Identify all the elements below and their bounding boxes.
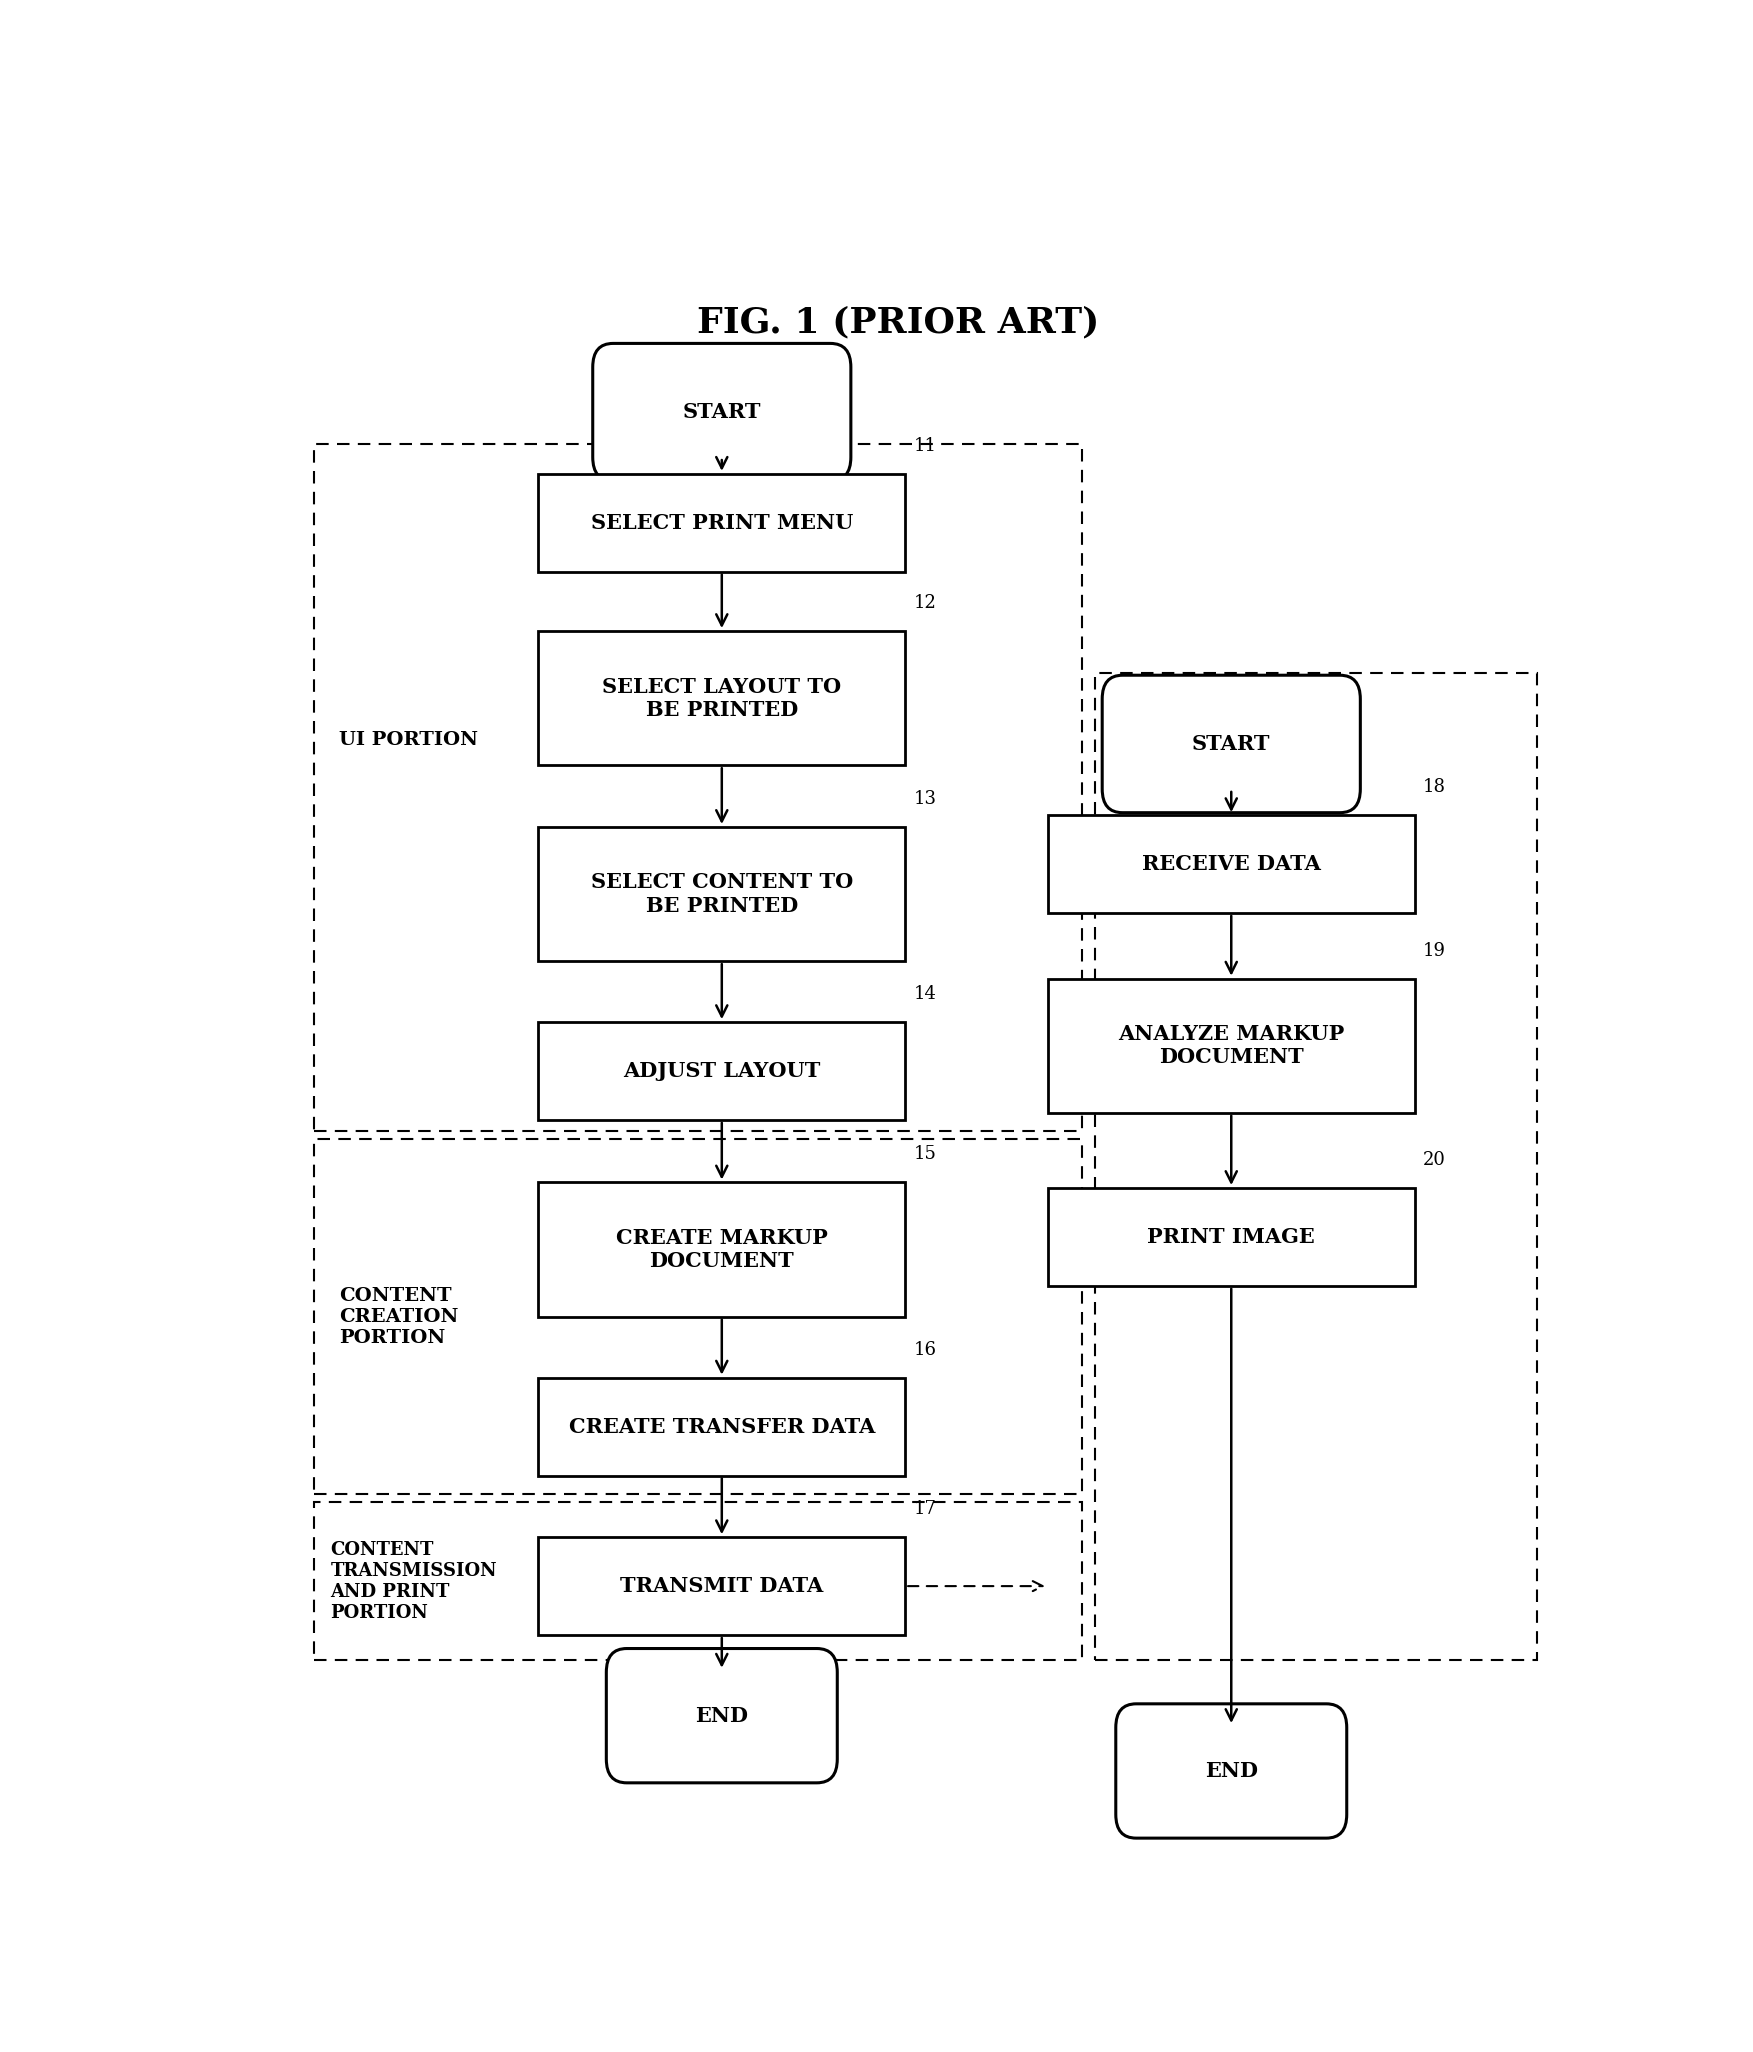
Bar	[538, 1182, 905, 1317]
Text: PRINT IMAGE: PRINT IMAGE	[1148, 1227, 1315, 1248]
Bar	[538, 630, 905, 765]
Text: 12: 12	[913, 593, 936, 611]
Text: 11: 11	[913, 437, 936, 456]
Text: START: START	[1192, 735, 1271, 753]
FancyBboxPatch shape	[593, 343, 850, 480]
Text: SELECT CONTENT TO
BE PRINTED: SELECT CONTENT TO BE PRINTED	[591, 872, 854, 915]
Text: SELECT PRINT MENU: SELECT PRINT MENU	[591, 513, 854, 534]
Text: 16: 16	[913, 1340, 936, 1358]
FancyBboxPatch shape	[1117, 1703, 1346, 1839]
Text: CONTENT
CREATION
PORTION: CONTENT CREATION PORTION	[338, 1287, 458, 1346]
Text: UI PORTION: UI PORTION	[338, 731, 477, 749]
Text: RECEIVE DATA: RECEIVE DATA	[1141, 854, 1320, 874]
Text: 13: 13	[913, 790, 936, 808]
Text: 17: 17	[913, 1500, 936, 1518]
Bar	[538, 1377, 905, 1475]
Text: 18: 18	[1423, 778, 1446, 796]
Bar	[1048, 815, 1415, 913]
Text: 19: 19	[1423, 942, 1446, 960]
Bar	[1048, 1188, 1415, 1287]
Text: TRANSMIT DATA: TRANSMIT DATA	[621, 1576, 824, 1596]
Text: 20: 20	[1423, 1151, 1446, 1170]
Text: CREATE MARKUP
DOCUMENT: CREATE MARKUP DOCUMENT	[615, 1227, 827, 1270]
Text: CONTENT
TRANSMISSION
AND PRINT
PORTION: CONTENT TRANSMISSION AND PRINT PORTION	[331, 1541, 498, 1621]
Bar	[1096, 673, 1537, 1660]
Bar	[314, 443, 1082, 1131]
Text: START: START	[682, 402, 761, 423]
FancyBboxPatch shape	[607, 1648, 838, 1783]
Text: END: END	[1204, 1761, 1257, 1781]
Bar	[538, 1537, 905, 1635]
Bar	[538, 474, 905, 573]
Text: 14: 14	[913, 985, 936, 1003]
Bar	[314, 1502, 1082, 1660]
Bar	[538, 827, 905, 960]
Text: CREATE TRANSFER DATA: CREATE TRANSFER DATA	[568, 1416, 875, 1436]
Text: SELECT LAYOUT TO
BE PRINTED: SELECT LAYOUT TO BE PRINTED	[603, 677, 841, 720]
Text: ADJUST LAYOUT: ADJUST LAYOUT	[622, 1061, 820, 1081]
Bar	[1048, 979, 1415, 1112]
Text: FIG. 1 (PRIOR ART): FIG. 1 (PRIOR ART)	[698, 306, 1099, 339]
Bar	[314, 1139, 1082, 1494]
Text: ANALYZE MARKUP
DOCUMENT: ANALYZE MARKUP DOCUMENT	[1118, 1024, 1345, 1067]
Bar	[538, 1022, 905, 1120]
Text: 15: 15	[913, 1145, 936, 1163]
Text: END: END	[696, 1705, 749, 1726]
FancyBboxPatch shape	[1103, 675, 1360, 813]
